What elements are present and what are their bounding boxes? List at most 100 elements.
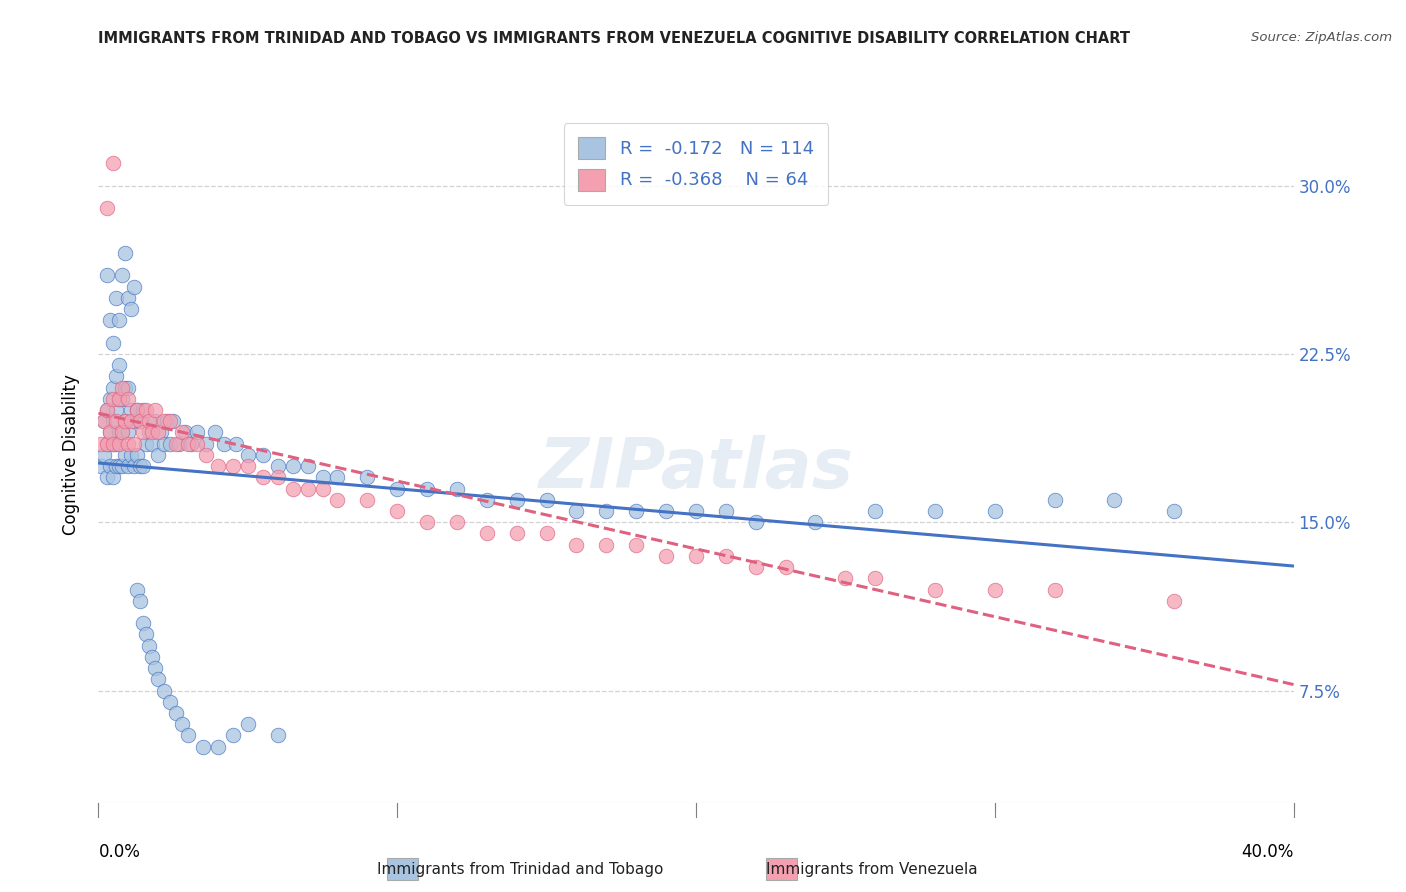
Point <box>311 470 333 484</box>
Point <box>127 582 149 597</box>
Point <box>96 403 118 417</box>
Point <box>714 549 737 563</box>
Point <box>195 448 218 462</box>
Point <box>626 504 648 518</box>
Point <box>103 392 125 406</box>
Point <box>143 661 166 675</box>
Point <box>385 504 409 518</box>
Point <box>103 436 125 450</box>
Point <box>565 538 588 552</box>
Point <box>416 515 439 529</box>
Point <box>114 381 136 395</box>
Point <box>132 403 155 417</box>
Point <box>565 504 588 518</box>
Point <box>108 313 131 327</box>
Point <box>120 403 142 417</box>
Point <box>93 448 115 462</box>
Point <box>924 504 946 518</box>
Point <box>111 392 134 406</box>
Point <box>984 582 1007 597</box>
Point <box>924 582 946 597</box>
Point <box>356 492 378 507</box>
Point <box>96 201 118 215</box>
Point <box>236 448 259 462</box>
Point <box>207 739 229 754</box>
Point <box>141 425 163 440</box>
Point <box>108 358 131 372</box>
Point <box>204 425 226 440</box>
Point <box>120 448 142 462</box>
Point <box>105 291 128 305</box>
Point <box>143 403 166 417</box>
Point <box>135 627 157 641</box>
Text: 0.0%: 0.0% <box>98 843 141 861</box>
Point <box>180 436 202 450</box>
Point <box>834 571 856 585</box>
Point <box>475 492 498 507</box>
Point <box>114 448 136 462</box>
Point <box>172 425 194 440</box>
Point <box>1043 582 1066 597</box>
Point <box>297 459 319 474</box>
Point <box>96 470 118 484</box>
Point <box>1104 492 1126 507</box>
Point <box>326 470 349 484</box>
Point <box>281 482 304 496</box>
Point <box>172 717 194 731</box>
Point <box>148 448 170 462</box>
Point <box>252 470 274 484</box>
Point <box>1043 492 1066 507</box>
Point <box>108 425 131 440</box>
Text: Immigrants from Trinidad and Tobago: Immigrants from Trinidad and Tobago <box>377 863 664 877</box>
Point <box>100 425 122 440</box>
Point <box>775 560 797 574</box>
Point <box>111 268 134 283</box>
Point <box>595 504 617 518</box>
Point <box>356 470 378 484</box>
Point <box>297 482 319 496</box>
Point <box>153 414 176 428</box>
Point <box>655 549 678 563</box>
Point <box>129 414 152 428</box>
Point <box>446 515 468 529</box>
Point <box>111 459 134 474</box>
Point <box>100 392 122 406</box>
Point <box>536 492 558 507</box>
Point <box>96 436 118 450</box>
Point <box>984 504 1007 518</box>
Point <box>138 639 160 653</box>
Point <box>159 695 181 709</box>
Point <box>135 403 157 417</box>
Point <box>326 492 349 507</box>
Point <box>117 381 139 395</box>
Point <box>90 459 112 474</box>
Point <box>159 436 181 450</box>
Point <box>127 403 149 417</box>
Point <box>195 436 218 450</box>
Point <box>267 729 290 743</box>
Point <box>132 425 155 440</box>
Point <box>114 414 136 428</box>
Point <box>120 301 142 316</box>
Point <box>105 459 128 474</box>
Point <box>117 392 139 406</box>
Point <box>165 436 187 450</box>
Point <box>446 482 468 496</box>
Point <box>865 504 887 518</box>
Point <box>120 414 142 428</box>
Point <box>186 436 208 450</box>
Text: Immigrants from Venezuela: Immigrants from Venezuela <box>766 863 977 877</box>
Point <box>714 504 737 518</box>
Point <box>536 526 558 541</box>
Point <box>105 369 128 384</box>
Point <box>311 482 333 496</box>
Point <box>267 459 290 474</box>
Point <box>138 414 160 428</box>
Point <box>685 504 707 518</box>
Point <box>108 436 131 450</box>
Point <box>148 425 170 440</box>
Point <box>105 436 128 450</box>
Point <box>159 414 181 428</box>
Point <box>117 459 139 474</box>
Point <box>626 538 648 552</box>
